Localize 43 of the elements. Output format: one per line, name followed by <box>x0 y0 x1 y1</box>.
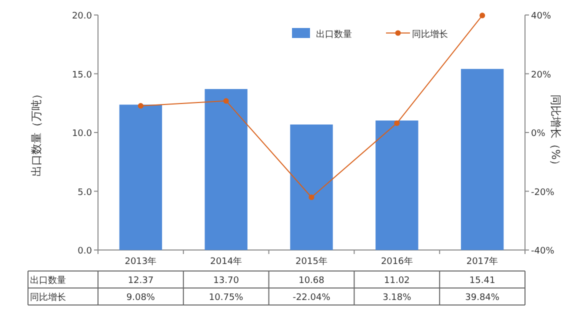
y-tick-label: 0.0 <box>78 246 92 256</box>
y-tick-label: 20.0 <box>72 12 92 22</box>
y2-tick-label: -20% <box>531 188 555 198</box>
legend-出口数量: 出口数量 <box>292 28 352 40</box>
data-label: 10.75% <box>208 293 244 303</box>
data-label: 13.70 <box>213 276 240 286</box>
data-label: 3.18% <box>382 293 412 303</box>
x-tick-label: 2017年 <box>466 256 498 267</box>
x-tick-label: 2015年 <box>296 256 328 267</box>
point <box>138 103 144 109</box>
bar <box>290 124 333 250</box>
data-label: 15.41 <box>469 276 496 286</box>
data-label: 39.84% <box>465 293 500 303</box>
y2-tick-label: 40% <box>531 12 552 22</box>
y2-axis-title: 同比增长（%） <box>549 94 562 171</box>
text: 同比增长 <box>30 293 66 303</box>
bar <box>204 89 248 250</box>
y-tick-label: 10.0 <box>72 129 92 139</box>
y-tick-label: 15.0 <box>72 70 92 80</box>
bar <box>460 68 504 250</box>
bar <box>119 104 162 250</box>
x-tick-label: 2014年 <box>210 256 242 267</box>
data-label: 9.08% <box>126 293 156 303</box>
x-tick-label: 2013年 <box>124 256 157 267</box>
data-label: -22.04% <box>292 293 331 303</box>
y-tick-label: 5.0 <box>78 188 92 198</box>
point <box>223 98 229 104</box>
y2-tick-label: 0% <box>531 129 546 139</box>
x-tick-label: 2016年 <box>380 256 413 267</box>
data-label: 10.68 <box>298 276 325 286</box>
point <box>480 12 486 18</box>
text: 出口数量 <box>30 276 66 286</box>
y2-tick-label: -40% <box>531 246 555 256</box>
legend-label: 出口数量 <box>316 29 352 40</box>
data-label: 12.37 <box>128 276 154 286</box>
legend-label: 同比增长 <box>412 29 448 40</box>
point <box>394 120 400 126</box>
point <box>308 194 314 200</box>
y-axis-title: 出口数量（万吨） <box>30 88 43 176</box>
legend-同比增长: 同比增长 <box>386 30 448 40</box>
bar <box>376 120 418 250</box>
data-label: 11.02 <box>384 276 410 286</box>
y2-tick-label: 20% <box>531 70 552 80</box>
